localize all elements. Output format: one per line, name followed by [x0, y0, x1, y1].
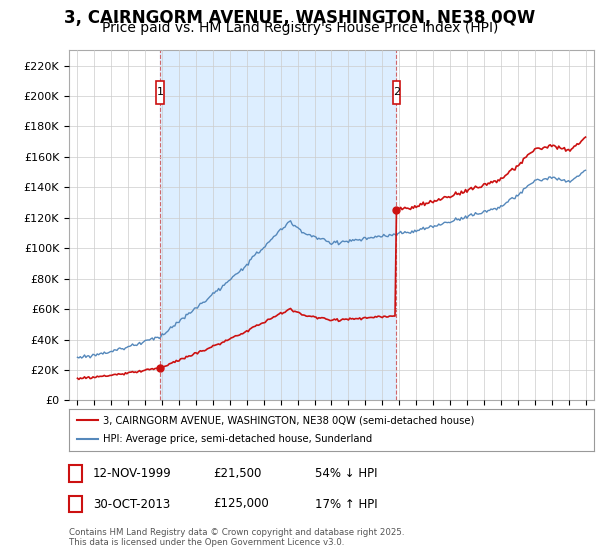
Bar [392, 81, 400, 104]
Text: 30-OCT-2013: 30-OCT-2013 [93, 497, 170, 511]
Text: 2: 2 [71, 497, 80, 511]
Text: HPI: Average price, semi-detached house, Sunderland: HPI: Average price, semi-detached house,… [103, 435, 373, 445]
Text: 2: 2 [393, 87, 400, 97]
Text: £21,500: £21,500 [213, 466, 262, 480]
Text: 3, CAIRNGORM AVENUE, WASHINGTON, NE38 0QW: 3, CAIRNGORM AVENUE, WASHINGTON, NE38 0Q… [64, 9, 536, 27]
Text: 54% ↓ HPI: 54% ↓ HPI [315, 466, 377, 480]
Text: 12-NOV-1999: 12-NOV-1999 [93, 466, 172, 480]
Bar [156, 81, 164, 104]
Text: Contains HM Land Registry data © Crown copyright and database right 2025.
This d: Contains HM Land Registry data © Crown c… [69, 528, 404, 547]
Text: 17% ↑ HPI: 17% ↑ HPI [315, 497, 377, 511]
Text: 1: 1 [71, 466, 80, 480]
Text: 3, CAIRNGORM AVENUE, WASHINGTON, NE38 0QW (semi-detached house): 3, CAIRNGORM AVENUE, WASHINGTON, NE38 0Q… [103, 415, 475, 425]
Text: £125,000: £125,000 [213, 497, 269, 511]
Bar [160, 50, 397, 400]
Text: Price paid vs. HM Land Registry's House Price Index (HPI): Price paid vs. HM Land Registry's House … [102, 21, 498, 35]
Text: 1: 1 [157, 87, 163, 97]
